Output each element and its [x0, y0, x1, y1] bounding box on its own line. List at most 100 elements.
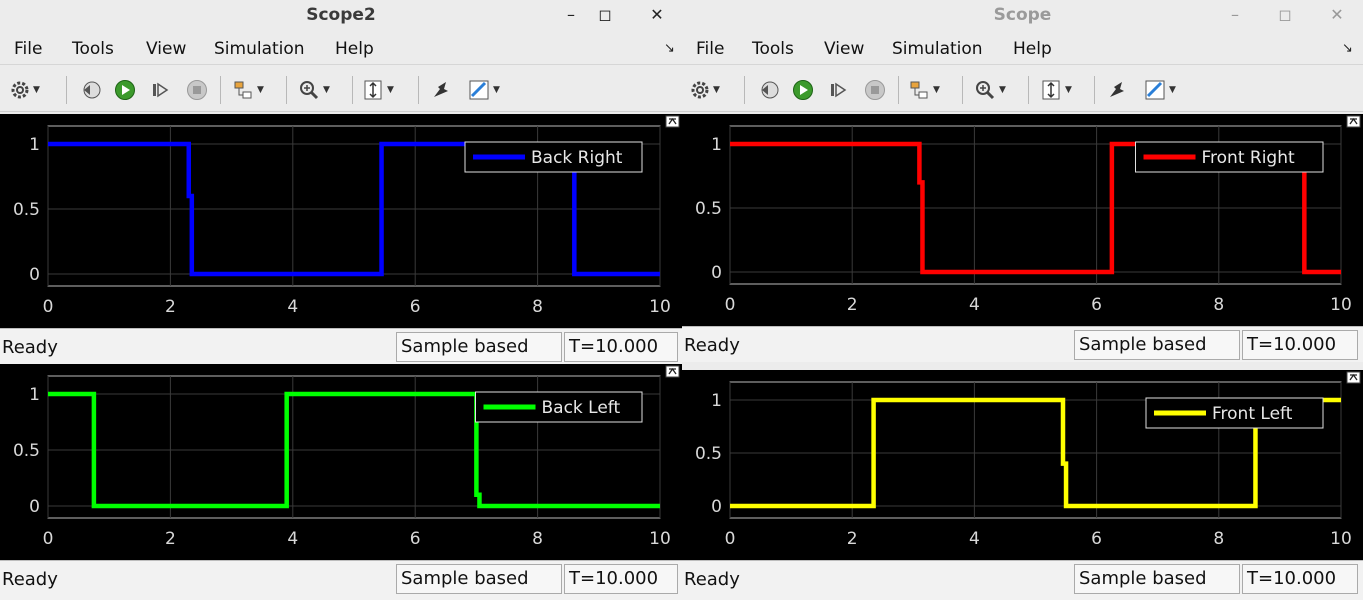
maximize-icon[interactable]: ◻ [598, 5, 612, 24]
autoscale-button[interactable]: ▼ [1040, 78, 1072, 102]
x-tick-label: 4 [287, 529, 298, 549]
measurements-button[interactable]: ▼ [468, 78, 500, 102]
undock-arrow [1349, 117, 1358, 125]
menu-overflow-icon[interactable]: ↘ [1342, 41, 1353, 56]
settings-icon [11, 81, 29, 99]
window-title: Scope2 [306, 5, 376, 25]
sim-time: T=10.000 [1242, 330, 1358, 360]
run-button[interactable] [792, 78, 814, 102]
toolbar-divider [1028, 76, 1029, 104]
legend-label: Back Left [542, 398, 621, 418]
step-forward-button[interactable] [150, 78, 172, 102]
stop-button[interactable] [864, 78, 886, 102]
plot-front-right[interactable]: 1 0.5 00 2 4 6 8 10 Front Right [682, 114, 1363, 326]
status-bar: Ready Sample based T=10.000 [0, 328, 682, 364]
title-bar[interactable]: Scope – ◻ ✕ [682, 0, 1363, 31]
x-tick-label: 2 [847, 295, 858, 315]
x-tick-label: 8 [1213, 295, 1224, 315]
menu-simulation[interactable]: Simulation [892, 39, 983, 59]
autoscale-button[interactable]: ▼ [362, 78, 394, 102]
title-bar[interactable]: Scope2 – ◻ ✕ [0, 0, 682, 31]
plot-back-right[interactable]: 1 0.5 00 2 4 6 8 10 Back Right [0, 114, 682, 328]
window-title: Scope [993, 5, 1052, 25]
zoom-icon [976, 81, 995, 100]
plot-back-left[interactable]: 1 0.5 00 2 4 6 8 10 Back Left [0, 364, 682, 560]
minimize-icon[interactable]: – [567, 5, 575, 24]
signal-select-button[interactable]: ▼ [232, 78, 264, 102]
x-tick-label: 10 [1330, 529, 1352, 549]
menu-tools[interactable]: Tools [752, 39, 794, 59]
menu-bar: File Tools View Simulation Help ↘ [682, 33, 1363, 65]
toolbar: ▼ ▼ ▼ ▼ ▼ [682, 66, 1363, 112]
sample-mode: Sample based [1074, 564, 1240, 594]
toolbar-divider [744, 76, 745, 104]
x-tick-label: 10 [649, 529, 671, 549]
menu-tools[interactable]: Tools [72, 39, 114, 59]
signal-select-button[interactable]: ▼ [908, 78, 940, 102]
toolbar-divider [962, 76, 963, 104]
settings-button[interactable]: ▼ [690, 78, 720, 102]
x-tick-label: 6 [1091, 529, 1102, 549]
x-tick-label: 6 [1091, 295, 1102, 315]
step-back-button[interactable] [758, 78, 780, 102]
stop-button[interactable] [186, 78, 208, 102]
zoom-button[interactable]: ▼ [298, 78, 330, 102]
x-tick-label: 2 [847, 529, 858, 549]
x-tick-label: 4 [287, 297, 298, 317]
autoscale-icon [364, 80, 382, 100]
minimize-icon[interactable]: – [1231, 5, 1239, 24]
undock-icon[interactable] [1346, 371, 1361, 384]
step-forward-icon [153, 82, 169, 98]
stop-icon [865, 80, 885, 100]
signal-line [730, 141, 1341, 275]
step-back-button[interactable] [80, 78, 102, 102]
menu-view[interactable]: View [146, 39, 187, 59]
chevron-down-icon: ▼ [1169, 85, 1176, 95]
x-tick-label: 6 [410, 297, 421, 317]
zoom-icon [300, 81, 319, 100]
x-tick-label: 8 [532, 297, 543, 317]
run-button[interactable] [114, 78, 136, 102]
plot-panel: 1 0.5 0 0 2 4 6 8 10 Back Left [0, 364, 682, 560]
signal-line [48, 141, 660, 277]
status-text: Ready [684, 335, 740, 356]
menu-bar: File Tools View Simulation Help ↘ [0, 33, 682, 65]
stop-icon [187, 80, 207, 100]
measurements-button[interactable]: ▼ [1144, 78, 1176, 102]
sim-time: T=10.000 [564, 564, 678, 594]
chevron-down-icon: ▼ [323, 85, 330, 95]
undock-icon[interactable] [665, 115, 680, 128]
close-icon[interactable]: ✕ [650, 5, 664, 24]
highlight-block-button[interactable] [430, 78, 452, 102]
step-forward-button[interactable] [828, 78, 850, 102]
x-tick-label: 10 [649, 297, 671, 317]
x-tick-label: 8 [532, 529, 543, 549]
run-icon [115, 80, 135, 100]
chevron-down-icon: ▼ [999, 85, 1006, 95]
settings-button[interactable]: ▼ [10, 78, 40, 102]
menu-file[interactable]: File [14, 39, 43, 59]
undock-icon[interactable] [665, 365, 680, 378]
menu-help[interactable]: Help [335, 39, 374, 59]
zoom-button[interactable]: ▼ [974, 78, 1006, 102]
legend-box[interactable] [1135, 141, 1324, 173]
maximize-icon[interactable]: ◻ [1278, 5, 1292, 24]
x-tick-label: 4 [969, 529, 980, 549]
menu-overflow-icon[interactable]: ↘ [664, 41, 675, 56]
menu-file[interactable]: File [696, 39, 725, 59]
menu-simulation[interactable]: Simulation [214, 39, 305, 59]
plot-panel: 1 0.5 0 0 2 4 6 8 10 Back Right [0, 114, 682, 328]
plot-panel: 1 0.5 0 0 2 4 6 8 10 Front Left [682, 370, 1363, 560]
highlight-block-button[interactable] [1106, 78, 1128, 102]
menu-help[interactable]: Help [1013, 39, 1052, 59]
x-tick-label: 0 [725, 295, 736, 315]
sample-mode: Sample based [396, 332, 562, 362]
status-text: Ready [2, 569, 58, 590]
chevron-down-icon: ▼ [257, 85, 264, 95]
menu-view[interactable]: View [824, 39, 865, 59]
scope2-window: Scope2 – ◻ ✕ File Tools View Simulation … [0, 0, 682, 600]
undock-icon[interactable] [1346, 115, 1361, 128]
y-tick-label: 0.5 [13, 441, 40, 461]
close-icon[interactable]: ✕ [1330, 5, 1344, 24]
plot-front-left[interactable]: 1 0.5 00 2 4 6 8 10 Front Left [682, 370, 1363, 560]
